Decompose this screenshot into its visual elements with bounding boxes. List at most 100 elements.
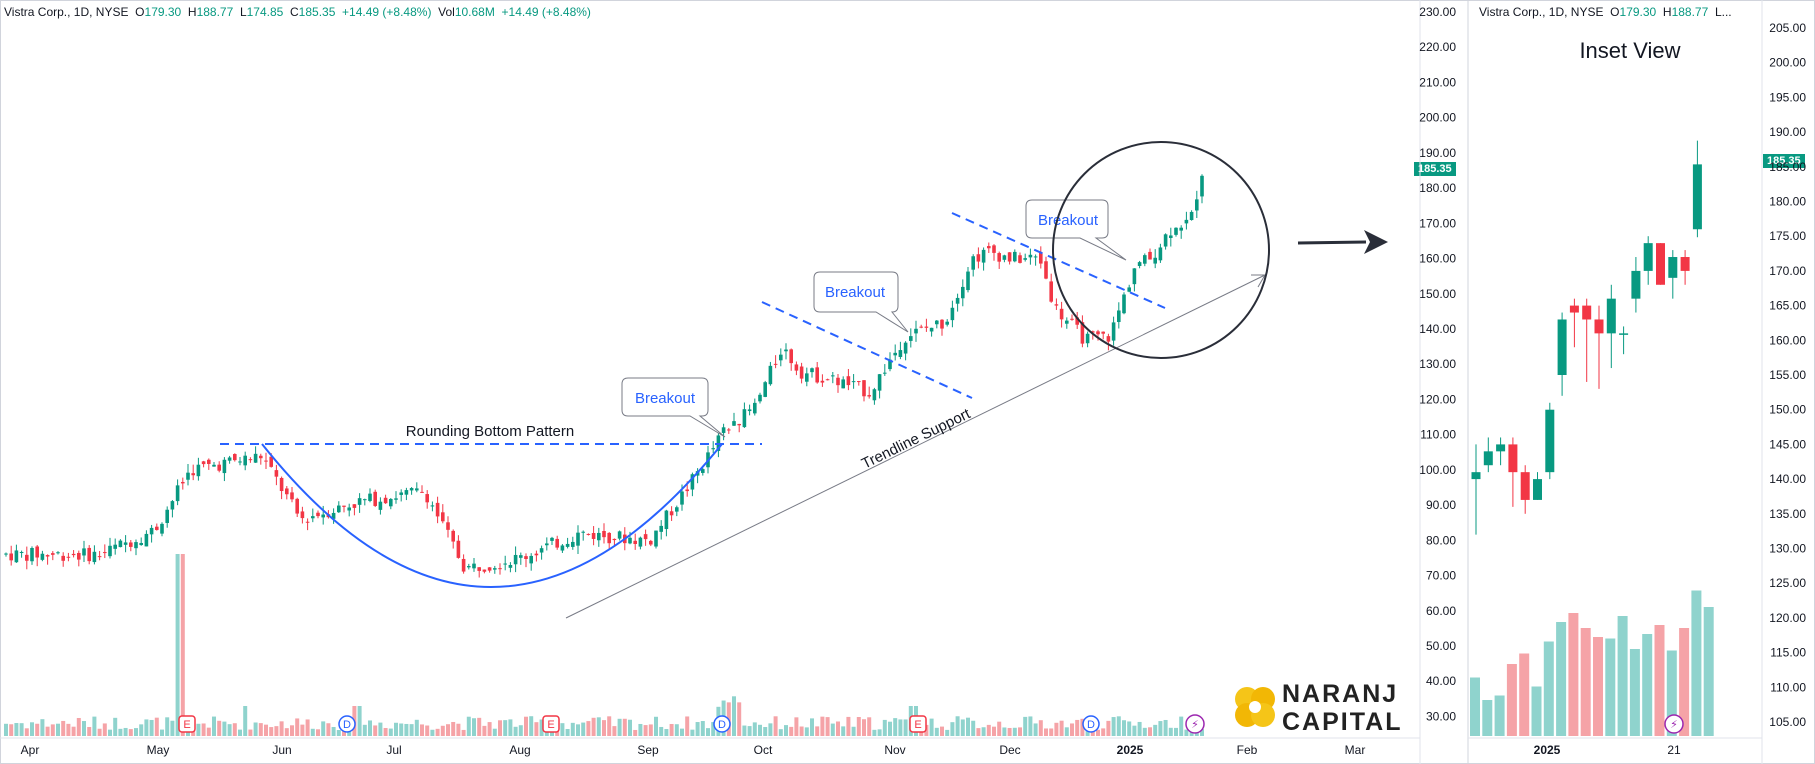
main-volume-bar xyxy=(1096,729,1100,736)
main-volume-bar xyxy=(560,723,565,736)
dividend-marker[interactable] xyxy=(1082,715,1100,733)
main-volume-bar xyxy=(503,720,508,736)
main-volume-bar xyxy=(596,717,601,736)
inset-y-tick: 125.00 xyxy=(1769,576,1806,590)
inset-volume-bar xyxy=(1629,649,1640,736)
dividend-marker[interactable] xyxy=(338,715,356,733)
main-candle-body xyxy=(612,538,617,541)
high-label: H xyxy=(187,5,197,19)
breakout-bubble-2 xyxy=(813,271,909,333)
main-time-axis[interactable]: Apr May Jun Jul Aug Sep Oct Nov Dec 2025 Feb Mar xyxy=(21,743,1366,757)
main-volume-bar xyxy=(71,726,76,736)
main-volume-bar xyxy=(425,725,430,736)
main-volume-bar xyxy=(742,725,747,736)
main-volume-bar xyxy=(310,728,315,736)
main-volume-bar xyxy=(1200,729,1204,736)
main-candle-body xyxy=(503,563,507,565)
inset-candles xyxy=(1471,140,1702,535)
main-candle-body xyxy=(1028,254,1033,258)
main-x-tick: Aug xyxy=(509,743,530,757)
inset-symbol[interactable]: Vistra Corp., 1D, NYSE xyxy=(1479,5,1604,19)
main-candle-body xyxy=(836,377,840,386)
main-candle-body xyxy=(1085,333,1090,344)
inset-volume-bar xyxy=(1506,664,1517,736)
main-candle-body xyxy=(103,552,107,554)
main-candle-body xyxy=(955,297,960,304)
main-candle-body xyxy=(1018,255,1022,263)
dividend-marker[interactable] xyxy=(713,715,731,733)
main-volume-bar xyxy=(1012,727,1017,736)
main-candle-body xyxy=(862,380,866,397)
main-volume-bar xyxy=(867,717,872,736)
earnings-marker[interactable] xyxy=(178,715,196,733)
main-chart-header: Vistra Corp., 1D, NYSE O179.30 H188.77 L… xyxy=(4,5,591,19)
main-candle-body xyxy=(77,552,81,560)
volume-label: Vol xyxy=(438,5,455,19)
main-volume-bar xyxy=(466,716,471,736)
main-candle-body xyxy=(441,512,445,522)
logo-mark-icon xyxy=(1235,687,1275,727)
main-volume-bar xyxy=(815,726,820,736)
main-candle-body xyxy=(1158,247,1163,261)
main-volume-bar xyxy=(30,722,34,736)
main-volume-bar xyxy=(399,723,404,736)
close-value: 185.35 xyxy=(298,5,336,19)
main-volume-bar xyxy=(139,724,144,736)
main-candle-body xyxy=(529,555,533,564)
main-candle-body xyxy=(1091,331,1095,333)
main-candle-body xyxy=(51,553,55,555)
main-candle-body xyxy=(1013,251,1017,262)
main-volume-bar xyxy=(1018,727,1022,736)
main-volume-bar xyxy=(700,721,705,736)
main-flash-marker[interactable] xyxy=(1185,714,1205,734)
main-volume-bar xyxy=(82,721,86,736)
main-candle-body xyxy=(186,472,190,480)
main-volume-bar xyxy=(66,723,71,736)
main-volume-bar xyxy=(1137,721,1142,736)
main-candle-body xyxy=(285,488,289,495)
main-volume-bar xyxy=(789,726,794,736)
inset-price-axis[interactable]: 205.00 200.00 195.00 190.00 185.00 180.00 175.… xyxy=(1769,21,1806,729)
main-candle-body xyxy=(1111,322,1116,341)
main-candle-body xyxy=(269,456,273,467)
main-candle-body xyxy=(342,505,346,507)
inset-candle-body xyxy=(1656,243,1665,285)
inset-flash-icon: ⚡ xyxy=(1670,719,1678,731)
main-symbol[interactable]: Vistra Corp., 1D, NYSE xyxy=(4,5,129,19)
main-volume-bar xyxy=(1148,727,1152,736)
inset-event-marker[interactable]: ⚡ xyxy=(1664,714,1684,734)
main-candle-body xyxy=(976,254,981,262)
inset-flash-marker[interactable] xyxy=(1664,714,1684,734)
main-volume-bar xyxy=(508,719,513,736)
main-volume-bar xyxy=(955,716,960,736)
earnings-marker[interactable] xyxy=(909,715,927,733)
main-volume-bar xyxy=(888,721,892,736)
event-markers[interactable]: E D E D E D ⚡ xyxy=(178,714,1205,734)
main-candle-body xyxy=(71,553,76,556)
main-y-tick: 220.00 xyxy=(1419,40,1456,54)
main-candle-body xyxy=(1174,227,1178,235)
main-volume-bar xyxy=(825,717,830,736)
main-volume-bar xyxy=(1070,723,1074,736)
earnings-marker[interactable] xyxy=(542,715,560,733)
inset-time-axis[interactable]: 2025 21 xyxy=(1534,743,1681,757)
main-candle-body xyxy=(597,532,601,541)
main-volume-bar xyxy=(986,724,991,736)
main-candle-body xyxy=(742,409,747,428)
main-volume-bar xyxy=(836,721,840,736)
main-candle-body xyxy=(721,427,726,433)
main-candle-body xyxy=(898,350,903,357)
main-volume-bar xyxy=(196,723,201,736)
main-volume-bar xyxy=(851,726,856,736)
breakout-bubble-1 xyxy=(621,377,726,438)
main-volume-bar xyxy=(1184,729,1189,736)
main-candle-body xyxy=(794,364,799,371)
main-y-tick: 40.00 xyxy=(1426,674,1456,688)
main-candle-body xyxy=(701,469,705,473)
main-candle-body xyxy=(129,542,133,547)
main-candle-body xyxy=(961,286,965,299)
main-y-tick: 120.00 xyxy=(1419,392,1456,406)
main-candle-body xyxy=(1101,331,1105,334)
main-price-axis[interactable]: 230.00 220.00 210.00 200.00 190.00 180.00 170.… xyxy=(1419,5,1456,723)
